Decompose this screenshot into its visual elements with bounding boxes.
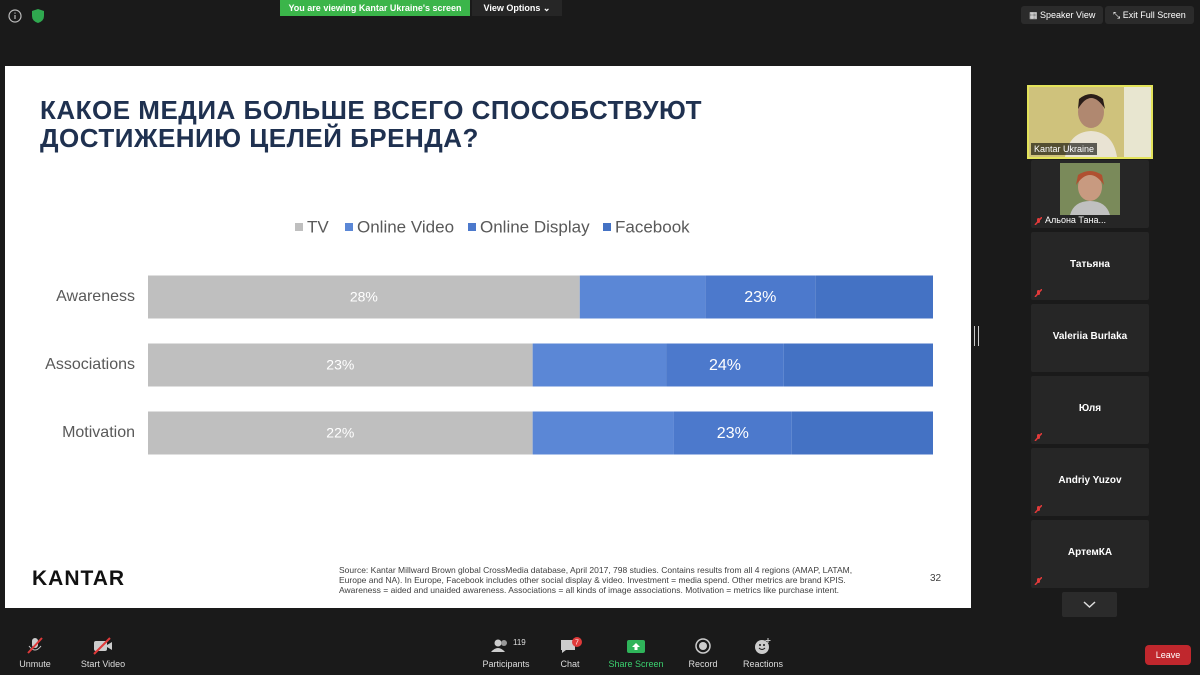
chat-button[interactable]: 7 Chat [535, 637, 605, 669]
bar-segment [815, 275, 933, 319]
participant-tile: Альона Тана... [1031, 160, 1149, 228]
bar-label: 28% [350, 289, 378, 305]
reactions-button[interactable]: Reactions [728, 637, 798, 669]
participant-name: Альона Тана... [1045, 215, 1107, 225]
slide-title: КАКОЕ МЕДИА БОЛЬШЕ ВСЕГО СПОСОБСТВУЮТ ДО… [40, 95, 703, 153]
shared-slide: КАКОЕ МЕДИА БОЛЬШЕ ВСЕГО СПОСОБСТВУЮТ ДО… [5, 66, 971, 608]
bar-segment [705, 275, 816, 319]
bar-segment [148, 275, 580, 319]
participant-name: Valeriia Burlaka [1052, 331, 1128, 342]
bar-label: 23% [326, 357, 354, 373]
splitter[interactable] [974, 326, 979, 346]
participant-tile: АртемКА [1031, 520, 1149, 588]
participant-name: Andriy Yuzov [1058, 475, 1122, 486]
record-label: Record [688, 659, 718, 669]
bar-segment [579, 275, 706, 319]
bar-segment [532, 343, 667, 387]
participant-tile: Andriy Yuzov [1031, 448, 1149, 516]
legend-label: Online Video [357, 217, 454, 236]
legend-swatch [295, 223, 303, 231]
participant-name: Kantar Ukraine [1031, 143, 1098, 155]
participants-label: Participants [482, 659, 530, 669]
logo: KANTAR [32, 567, 126, 590]
participants-icon: 119 [491, 638, 526, 652]
speaker-view-label: Speaker View [1040, 10, 1096, 20]
bar-label: 23% [744, 289, 776, 306]
participant-photo [1060, 163, 1120, 215]
chat-icon: 7 [561, 637, 582, 653]
exit-full-screen[interactable]: ⤡ Exit Full Screen [1105, 6, 1194, 24]
participants-button[interactable]: 119 Participants [471, 637, 541, 669]
participant-name: Татьяна [1070, 259, 1110, 270]
chart: TV Online Video Online Display Facebook Awar… [45, 217, 933, 455]
speaker-view[interactable]: ▦ Speaker View [1021, 6, 1104, 24]
record-icon [695, 638, 711, 654]
bar-segment [783, 343, 933, 387]
legend-swatch [345, 223, 353, 231]
leave-label: Leave [1155, 650, 1181, 660]
leave-button[interactable]: Leave [1145, 645, 1191, 665]
bar-segment [673, 411, 792, 455]
participant-name: Юля [1078, 403, 1102, 414]
legend-swatch [603, 223, 611, 231]
muted-icon [1034, 289, 1042, 297]
bar-label: 23% [717, 425, 749, 442]
muted-icon [1034, 577, 1042, 585]
chat-label: Chat [560, 659, 580, 669]
reactions-icon [755, 638, 771, 654]
exit-full-screen-label: Exit Full Screen [1122, 10, 1186, 20]
category-label: Motivation [62, 424, 135, 441]
bar-segment [148, 343, 533, 387]
participant-name: АртемКА [1067, 547, 1113, 558]
unmute-label: Unmute [19, 659, 51, 669]
share-icon [627, 640, 645, 653]
status-icons [8, 9, 44, 23]
share-screen-button[interactable]: Share Screen [601, 637, 671, 669]
bar-segment [791, 411, 933, 455]
legend-label: TV [307, 217, 329, 236]
bar-segment [148, 411, 533, 455]
reactions-label: Reactions [742, 659, 784, 669]
participant-tile: Юля [1031, 376, 1149, 444]
video-tile: Kantar Ukraine [1027, 85, 1153, 159]
bar-label: 22% [326, 425, 354, 441]
bar-segment [532, 411, 674, 455]
page-number: 32 [930, 573, 942, 584]
legend-swatch [468, 223, 476, 231]
participant-tile: Татьяна [1031, 232, 1149, 300]
participant-tile: Valeriia Burlaka [1031, 304, 1149, 372]
view-options-label: View Options [483, 3, 541, 13]
scroll-down[interactable] [1062, 592, 1117, 617]
category-label: Awareness [56, 288, 135, 305]
unmute-button[interactable]: Unmute [0, 637, 70, 669]
participants-count: 119 [513, 638, 526, 647]
chat-badge: 7 [575, 639, 579, 646]
mic-icon [27, 637, 43, 654]
bar-label: 24% [709, 357, 741, 374]
start-video-button[interactable]: Start Video [68, 637, 138, 669]
category-label: Associations [45, 356, 135, 373]
muted-icon [1034, 433, 1042, 441]
record-button[interactable]: Record [668, 637, 738, 669]
viewing-banner: You are viewing Kantar Ukraine's screen [280, 0, 470, 16]
bar-segment [666, 343, 784, 387]
share-screen-label: Share Screen [608, 659, 664, 669]
muted-icon [1034, 217, 1042, 225]
start-video-label: Start Video [80, 659, 126, 669]
legend-label: Online Display [480, 217, 590, 236]
legend-label: Facebook [615, 217, 690, 236]
view-options[interactable]: View Options ⌄ [472, 0, 562, 16]
muted-icon [1034, 505, 1042, 513]
source-note: Source: Kantar Millward Brown global Cro… [339, 565, 853, 595]
video-icon [93, 637, 112, 655]
